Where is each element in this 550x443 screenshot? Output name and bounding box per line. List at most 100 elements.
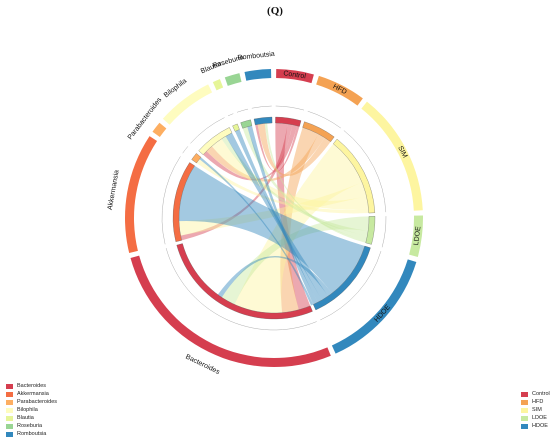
inner-arc-control bbox=[275, 116, 302, 127]
legend-swatch bbox=[6, 415, 13, 421]
tick-ring-roseburia bbox=[236, 108, 249, 113]
ribbon-hdoe-bacteroides bbox=[217, 255, 332, 298]
legend-swatch bbox=[6, 431, 13, 437]
legend-label: Akkermansia bbox=[17, 391, 49, 397]
outer-arc-hdoe bbox=[331, 259, 417, 354]
legend-taxa-item-akkermansia: Akkermansia bbox=[6, 390, 57, 398]
legend-swatch bbox=[6, 407, 13, 413]
legend-label: Parabacteroides bbox=[17, 399, 58, 405]
ribbon-hdoe-roseburia bbox=[247, 125, 318, 305]
group-legend: Control HFD SIM LDOE HDOE bbox=[521, 390, 550, 430]
taxa-legend: Bacteroides Akkermansia Parabacteroides Bil… bbox=[6, 382, 57, 438]
outer-arc-sim bbox=[361, 101, 423, 211]
segment-label-bilophila: Bilophila bbox=[163, 78, 188, 100]
segment-label-sim: SIM bbox=[396, 145, 408, 159]
legend-taxa-item-blautia: Blautia bbox=[6, 414, 57, 422]
legend-group-item-hdoe: HDOE bbox=[521, 422, 550, 430]
outer-arc-parabacteroides bbox=[152, 122, 167, 137]
legend-label: Blautia bbox=[17, 415, 34, 421]
segment-label-akkermansia: Akkermansia bbox=[107, 169, 121, 210]
outer-arc-romboutsia bbox=[244, 69, 272, 81]
ribbon-hdoe-bilophila bbox=[225, 132, 329, 301]
tick-ring-bacteroides bbox=[165, 248, 317, 331]
legend-group-item-hfd: HFD bbox=[521, 398, 550, 406]
legend-swatch bbox=[6, 383, 13, 389]
tick-ring-control bbox=[275, 105, 305, 111]
outer-arc-bacteroides bbox=[130, 255, 331, 367]
outer-arc-ldoe bbox=[409, 215, 423, 257]
legend-label: Bilophila bbox=[17, 407, 38, 413]
outer-arc-bilophila bbox=[162, 84, 213, 125]
tick-ring-sim bbox=[343, 130, 387, 213]
legend-swatch bbox=[6, 399, 13, 405]
legend-group-item-ldoe: LDOE bbox=[521, 414, 550, 422]
ribbon-ldoe-romboutsia bbox=[264, 123, 367, 243]
inner-arc-akkermansia bbox=[172, 162, 195, 242]
ribbon-control-bacteroides bbox=[275, 123, 311, 310]
inner-arc-blautia bbox=[232, 123, 240, 132]
inner-arc-romboutsia bbox=[253, 116, 273, 126]
ribbon-hfd-bacteroides bbox=[280, 127, 319, 313]
outer-arc-control bbox=[276, 69, 314, 84]
legend-swatch bbox=[521, 391, 528, 397]
legend-label: Romboutsia bbox=[17, 431, 47, 437]
ribbon-hfd-bilophila bbox=[206, 133, 325, 182]
ribbon-ldoe-bacteroides bbox=[221, 216, 369, 305]
legend-label: Control bbox=[532, 391, 550, 397]
legend-swatch bbox=[521, 423, 528, 429]
panel-label: (Q) bbox=[267, 5, 283, 17]
ribbon-hdoe-akkermansia bbox=[179, 165, 365, 294]
legend-swatch bbox=[521, 415, 528, 421]
legend-taxa-item-bacteroides: Bacteroides bbox=[6, 382, 57, 390]
inner-arc-ldoe bbox=[365, 216, 376, 245]
segment-label-ldoe: LDOE bbox=[413, 226, 422, 246]
ribbon-control-romboutsia bbox=[255, 124, 300, 172]
inner-arc-bilophila bbox=[198, 127, 233, 155]
inner-arc-roseburia bbox=[240, 119, 253, 129]
ribbon-hdoe-blautia bbox=[235, 129, 322, 303]
outer-arc-blautia bbox=[212, 79, 224, 91]
outer-arc-hfd bbox=[316, 75, 363, 106]
legend-group-item-control: Control bbox=[521, 390, 550, 398]
ribbon-sim-akkermansia bbox=[179, 182, 367, 236]
chord-ribbons bbox=[179, 123, 369, 314]
tick-ring-akkermansia bbox=[161, 156, 181, 245]
tick-ring-ldoe bbox=[381, 216, 387, 248]
ribbon-sim-parabacteroides bbox=[196, 159, 369, 214]
tick-ring-romboutsia bbox=[251, 105, 272, 109]
legend-swatch bbox=[521, 407, 528, 413]
legend-label: HDOE bbox=[532, 423, 548, 429]
legend-label: Bacteroides bbox=[17, 383, 47, 389]
segment-arcs bbox=[124, 69, 423, 367]
legend-swatch bbox=[521, 399, 528, 405]
outer-arc-roseburia bbox=[224, 73, 242, 86]
inner-arc-parabacteroides bbox=[191, 153, 202, 164]
legend-label: SIM bbox=[532, 407, 542, 413]
ribbon-hfd-romboutsia bbox=[257, 123, 331, 176]
segment-label-romboutsia: Romboutsia bbox=[237, 51, 275, 62]
legend-label: LDOE bbox=[532, 415, 547, 421]
legend-taxa-item-roseburia: Roseburia bbox=[6, 422, 57, 430]
tick-ring-blautia bbox=[227, 113, 234, 117]
ribbon-sim-bilophila bbox=[211, 138, 369, 210]
segment-label-bacteroides: Bacteroides bbox=[184, 354, 221, 377]
legend-swatch bbox=[6, 423, 13, 429]
legend-label: HFD bbox=[532, 399, 544, 405]
outer-arc-akkermansia bbox=[124, 136, 158, 254]
inner-arc-hdoe bbox=[313, 245, 371, 311]
ribbon-sim-bacteroides bbox=[234, 143, 363, 314]
tick-ring-parabacteroides bbox=[182, 146, 189, 154]
tick-ring-bilophila bbox=[190, 117, 225, 144]
segment-label-control: Control bbox=[283, 70, 307, 80]
legend-label: Roseburia bbox=[17, 423, 43, 429]
inner-arc-sim bbox=[333, 138, 376, 214]
inner-arc-hfd bbox=[302, 121, 335, 142]
legend-taxa-item-romboutsia: Romboutsia bbox=[6, 430, 57, 438]
legend-group-item-sim: SIM bbox=[521, 406, 550, 414]
tick-ring-hfd bbox=[307, 111, 341, 129]
tick-ring-hdoe bbox=[320, 250, 382, 321]
legend-taxa-item-bilophila: Bilophila bbox=[6, 406, 57, 414]
legend-swatch bbox=[6, 391, 13, 397]
inner-arc-bacteroides bbox=[176, 243, 313, 320]
